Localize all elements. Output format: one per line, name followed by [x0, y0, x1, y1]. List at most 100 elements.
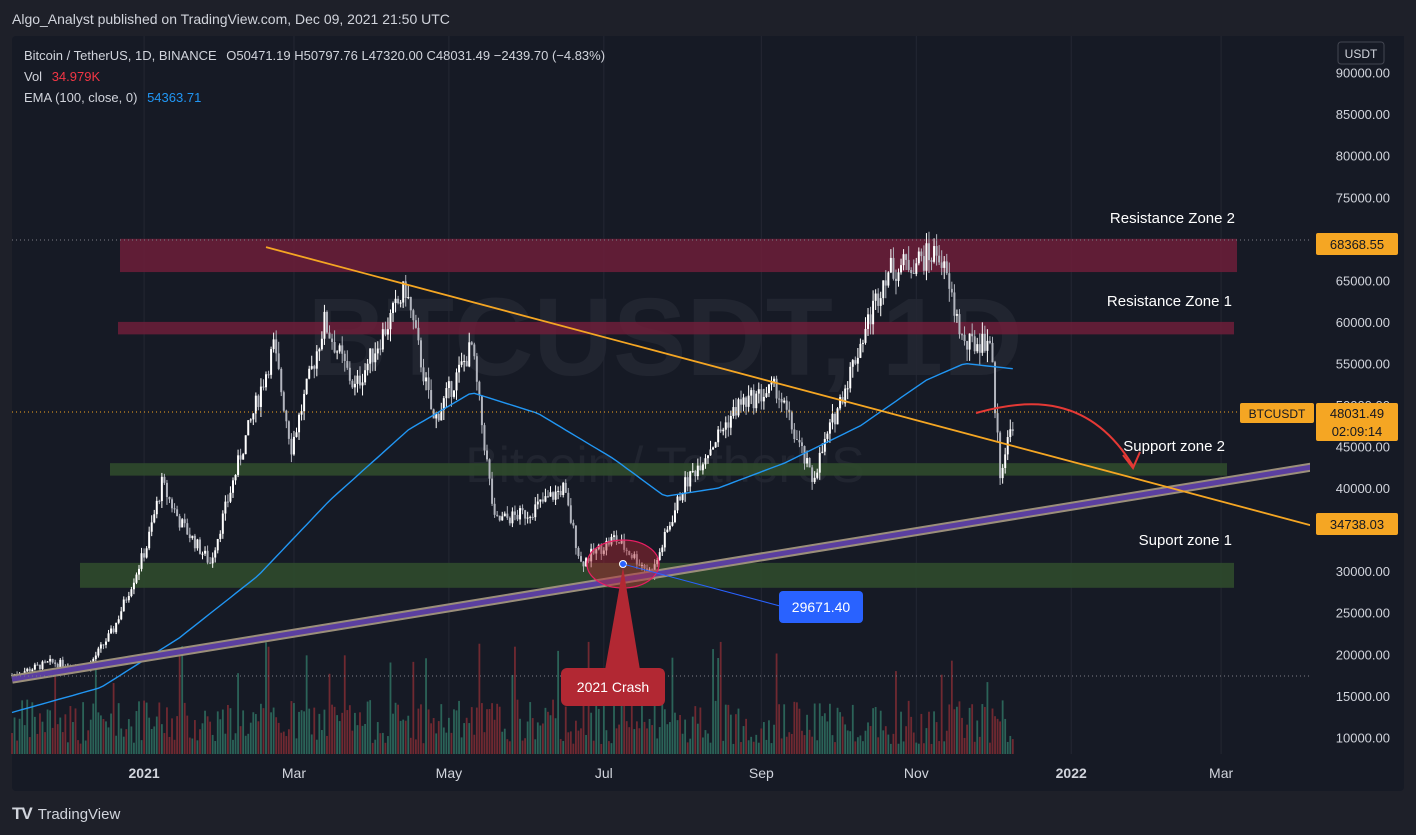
- volume-bar: [475, 707, 478, 754]
- volume-bar: [397, 704, 399, 754]
- volume-bar: [803, 735, 806, 754]
- candle-body: [955, 314, 958, 316]
- candle-body: [171, 499, 174, 509]
- candle-body: [221, 513, 224, 534]
- volume-bar: [521, 740, 524, 754]
- volume-bar: [257, 721, 260, 754]
- volume-bar: [884, 726, 887, 754]
- currency-label: USDT: [1345, 47, 1378, 61]
- time-tick-label: May: [436, 765, 462, 781]
- volume-bar: [757, 742, 760, 754]
- volume-bar: [704, 730, 707, 754]
- candle-body: [762, 396, 765, 402]
- time-axis[interactable]: 2021 Mar May Jul Sep Nov 2022 Mar: [129, 765, 1234, 781]
- candle-body: [36, 664, 39, 666]
- zone-rect: [120, 238, 1237, 273]
- volume-bar: [138, 701, 140, 754]
- volume-bar: [516, 699, 519, 754]
- volume-bar: [453, 709, 455, 754]
- currency-badge[interactable]: [1337, 41, 1385, 65]
- candle-body: [948, 273, 951, 289]
- candle-body: [351, 380, 354, 388]
- volume-bar: [458, 700, 460, 754]
- candle-body: [117, 619, 120, 623]
- volume-bar: [270, 712, 272, 754]
- candle-body: [183, 519, 186, 524]
- candle-body: [204, 550, 207, 554]
- volume-bar: [16, 740, 18, 754]
- volume-bar: [541, 723, 544, 754]
- candle-body: [1004, 454, 1007, 468]
- candle-body: [28, 668, 31, 672]
- candle-body: [879, 298, 882, 306]
- volume-bar: [544, 707, 547, 754]
- price-axis[interactable]: [1310, 36, 1404, 754]
- candle-body: [130, 589, 133, 597]
- candle-body: [104, 641, 107, 645]
- volume-bar: [897, 743, 900, 754]
- volume-bar: [143, 700, 145, 754]
- candle-body: [511, 511, 514, 524]
- volume-bar: [216, 711, 219, 754]
- candle-body: [56, 663, 59, 668]
- volume-bar: [862, 741, 864, 754]
- candle-body: [102, 644, 105, 646]
- candle-body: [564, 482, 567, 493]
- candle-body: [943, 261, 946, 268]
- volume-bar: [115, 735, 118, 754]
- candle-body: [729, 415, 732, 428]
- volume-bar: [564, 706, 567, 754]
- candle-body: [259, 386, 262, 407]
- volume-bar: [460, 737, 463, 754]
- candle-body: [331, 338, 334, 342]
- legend-symbol-row[interactable]: Bitcoin / TetherUS, 1D, BINANCE O50471.1…: [24, 45, 605, 66]
- candle-body: [737, 399, 740, 416]
- volume-bar: [97, 712, 100, 754]
- volume-bar: [36, 733, 39, 754]
- volume-bar: [209, 721, 212, 754]
- price-tick-label: 75000.00: [1336, 190, 1390, 205]
- legend-volume-row[interactable]: Vol 34.979K: [24, 66, 605, 87]
- legend-ema-row[interactable]: EMA (100, close, 0) 54363.71: [24, 87, 605, 108]
- volume-bar: [620, 683, 623, 754]
- chart-frame[interactable]: [12, 36, 1404, 791]
- candle-body: [46, 661, 49, 663]
- candle-body: [193, 535, 196, 549]
- volume-bar: [166, 707, 168, 754]
- candle-body: [635, 554, 638, 565]
- candle-body: [666, 529, 669, 533]
- volume-bar: [811, 736, 814, 754]
- candle-body: [488, 459, 491, 479]
- candle-body: [267, 374, 270, 376]
- symbol-badge: [1240, 403, 1314, 423]
- candle-body: [478, 381, 481, 396]
- candle-body: [427, 377, 430, 391]
- candle-body: [292, 436, 295, 455]
- candle-body: [247, 420, 250, 436]
- volume-bar: [709, 742, 712, 754]
- footer[interactable]: TV TradingView: [12, 804, 120, 824]
- volume-bar: [56, 724, 59, 754]
- candle-body: [788, 409, 791, 413]
- volume-bar: [989, 742, 991, 754]
- volume-bar: [623, 701, 626, 754]
- candle-body: [364, 370, 367, 383]
- candle-body: [442, 398, 445, 410]
- support-trendline[interactable]: [11, 458, 1337, 684]
- low-price-box: [779, 591, 863, 623]
- candle-body: [445, 388, 448, 399]
- volume-bar: [354, 712, 356, 754]
- candle-body: [872, 300, 875, 325]
- volume-bar: [107, 727, 110, 754]
- candle-body: [150, 522, 153, 532]
- volume-bar: [750, 736, 753, 754]
- candle-body: [734, 407, 737, 416]
- time-tick-label: Nov: [904, 765, 929, 781]
- volume-bar: [176, 716, 179, 754]
- volume-bar: [356, 725, 359, 754]
- candle-body: [153, 514, 156, 523]
- volume-bar: [841, 716, 844, 754]
- resistance-trendline[interactable]: [265, 246, 1336, 533]
- volume-bar: [554, 718, 557, 754]
